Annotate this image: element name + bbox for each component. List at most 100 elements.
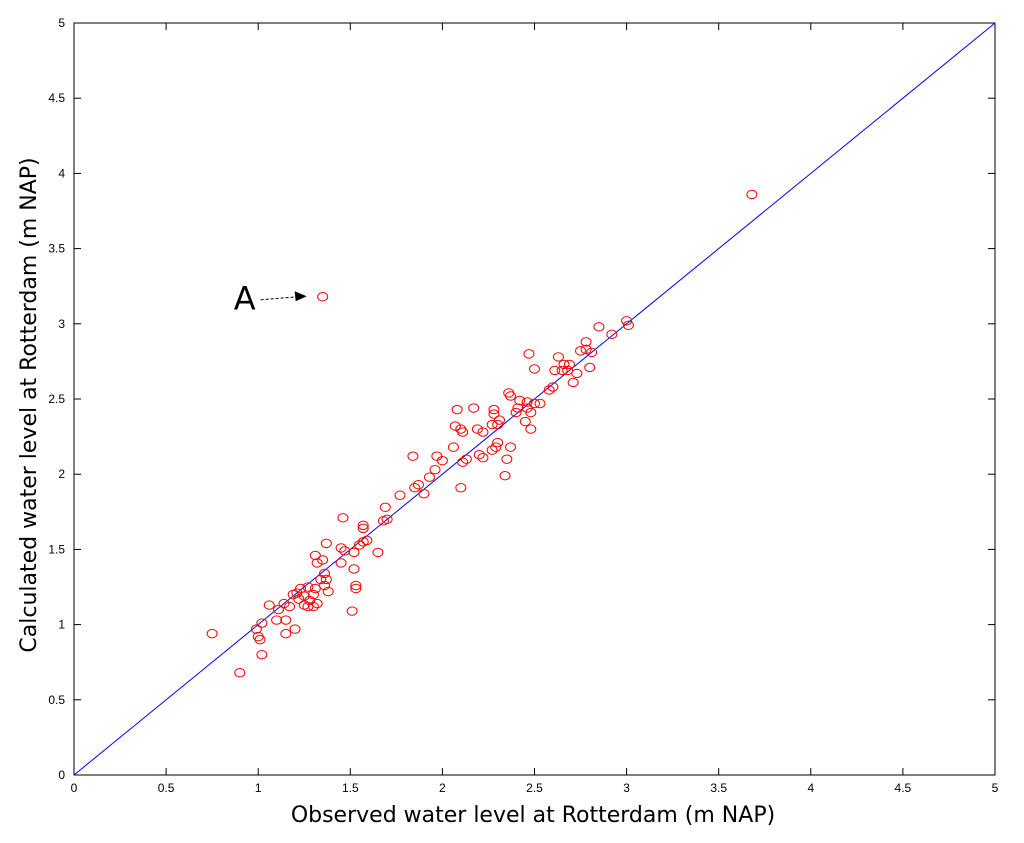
data-point <box>407 451 419 461</box>
x-tick-label: 0 <box>71 781 78 795</box>
x-tick-label: 1.5 <box>342 781 359 795</box>
data-point <box>457 427 469 437</box>
data-point <box>280 615 292 625</box>
data-point <box>263 600 275 610</box>
data-point <box>556 365 568 376</box>
data-point <box>319 568 331 579</box>
data-point <box>492 419 504 430</box>
y-tick-label: 1.5 <box>48 542 65 556</box>
data-point <box>468 403 480 413</box>
data-point <box>486 419 498 430</box>
data-point <box>436 455 448 466</box>
data-point <box>339 546 351 556</box>
data-point <box>534 398 546 409</box>
data-point <box>606 329 618 340</box>
data-point <box>525 407 537 418</box>
data-point <box>348 547 360 558</box>
data-point <box>449 421 461 431</box>
data-point <box>429 464 441 475</box>
y-tick-label: 4.5 <box>48 91 65 105</box>
y-axis-title: Calculated water level at Rotterdam (m N… <box>17 157 42 652</box>
data-point <box>256 649 268 660</box>
data-point <box>501 454 513 464</box>
y-tick-label: 0 <box>58 768 65 782</box>
data-point <box>302 582 314 592</box>
x-axis: 0 0.5 1 1.5 2 2.5 3 3.5 4 4.5 5 <box>71 23 999 795</box>
data-point <box>593 322 605 332</box>
data-point <box>394 490 406 500</box>
data-point <box>256 618 268 628</box>
data-point <box>278 598 290 609</box>
data-point <box>357 520 369 531</box>
data-point <box>311 558 323 568</box>
data-point <box>622 320 634 331</box>
y-tick-label: 3 <box>58 317 65 331</box>
data-point <box>379 502 391 512</box>
x-tick-label: 3 <box>623 781 630 795</box>
data-point <box>320 538 332 549</box>
y-tick-label: 3.5 <box>48 242 65 256</box>
data-point <box>488 409 500 419</box>
data-point <box>505 442 517 452</box>
data-point <box>521 397 533 407</box>
data-points <box>206 189 758 678</box>
data-point <box>280 628 292 639</box>
data-point <box>494 415 506 425</box>
y-axis: 0 0.5 1 1.5 2 2.5 3 3.5 4 4.5 5 <box>48 16 995 782</box>
data-point <box>499 471 511 481</box>
data-point <box>250 624 262 634</box>
data-point <box>424 472 436 482</box>
data-point <box>447 442 459 452</box>
data-point <box>584 362 596 373</box>
x-tick-label: 0.5 <box>158 781 175 795</box>
data-point <box>477 452 489 463</box>
y-tick-label: 1 <box>58 618 65 632</box>
data-point <box>206 628 218 639</box>
data-point <box>488 404 500 415</box>
data-point <box>519 416 531 427</box>
x-tick-label: 5 <box>992 781 999 795</box>
data-point <box>486 445 498 455</box>
data-point <box>552 352 564 362</box>
y-tick-label: 4 <box>58 166 65 180</box>
data-point <box>514 395 526 406</box>
data-point <box>529 364 540 374</box>
data-point <box>307 601 319 612</box>
data-point <box>575 346 587 356</box>
y-tick-label: 2.5 <box>48 392 65 406</box>
data-point <box>307 589 319 600</box>
arrow-head-icon <box>294 291 307 302</box>
data-point <box>272 604 284 615</box>
data-point <box>746 189 758 200</box>
data-point <box>309 550 321 561</box>
x-tick-label: 4 <box>807 781 814 795</box>
data-point <box>525 424 537 434</box>
data-point <box>471 424 483 434</box>
data-point <box>490 442 502 452</box>
data-point <box>457 457 469 467</box>
data-point <box>580 344 592 355</box>
x-tick-label: 2 <box>439 781 446 795</box>
data-point <box>381 514 393 525</box>
annotation-arrow <box>260 296 299 301</box>
y-tick-label: 0.5 <box>48 693 65 707</box>
data-point <box>512 403 524 413</box>
data-point <box>319 580 331 591</box>
y-tick-label: 2 <box>58 467 65 481</box>
data-point <box>254 634 266 645</box>
data-point <box>523 349 535 359</box>
data-point <box>529 398 540 409</box>
data-point <box>350 580 362 591</box>
annotation-label: A <box>234 280 256 318</box>
data-point <box>409 483 421 493</box>
annotation-a: A <box>234 280 307 318</box>
x-tick-label: 4.5 <box>895 781 912 795</box>
data-point <box>335 543 347 553</box>
data-point <box>372 547 384 558</box>
data-point <box>361 535 373 546</box>
data-point <box>304 595 316 606</box>
data-point <box>320 574 332 585</box>
data-point <box>335 558 347 568</box>
data-point <box>492 437 504 448</box>
x-tick-label: 1 <box>255 781 262 795</box>
